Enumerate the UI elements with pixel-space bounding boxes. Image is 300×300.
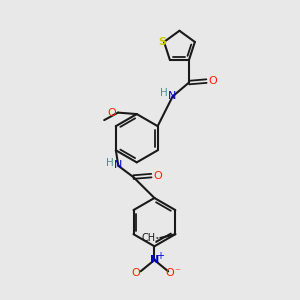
Text: O: O bbox=[107, 108, 116, 118]
Text: S: S bbox=[159, 37, 167, 47]
Text: N: N bbox=[150, 255, 160, 265]
Text: O: O bbox=[208, 76, 217, 86]
Text: CH₃: CH₃ bbox=[142, 233, 160, 243]
Text: O: O bbox=[165, 268, 174, 278]
Text: H: H bbox=[106, 158, 113, 168]
Text: N: N bbox=[168, 91, 176, 101]
Text: H: H bbox=[160, 88, 168, 98]
Text: O: O bbox=[154, 171, 162, 181]
Text: N: N bbox=[114, 160, 122, 170]
Text: ⁻: ⁻ bbox=[174, 267, 180, 277]
Text: +: + bbox=[156, 251, 164, 261]
Text: O: O bbox=[131, 268, 140, 278]
